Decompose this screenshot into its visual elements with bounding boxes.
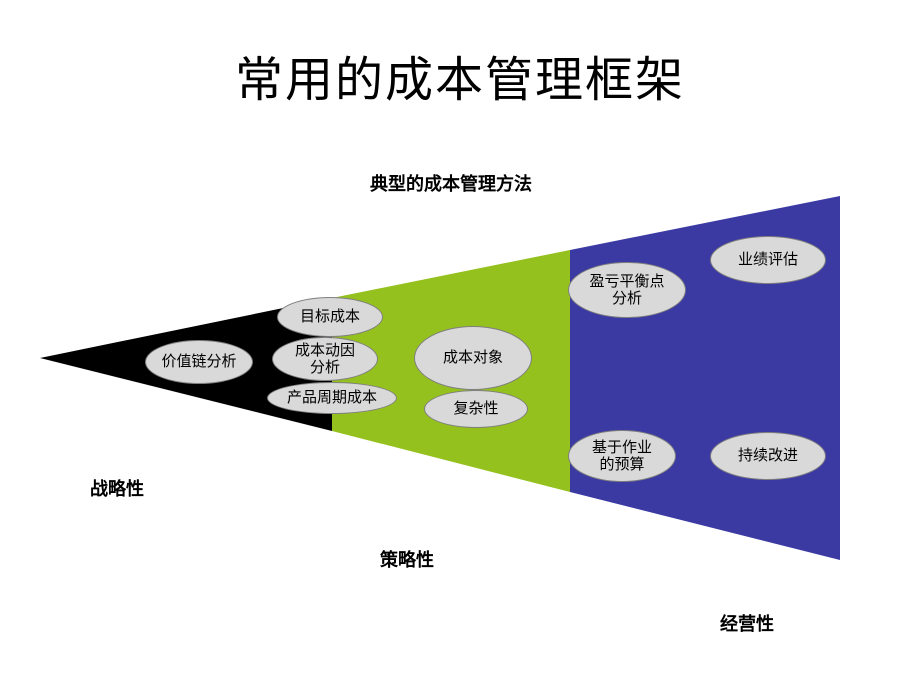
- bubble-4: 成本对象: [414, 326, 532, 390]
- bubble-7: 基于作业的预算: [568, 430, 676, 482]
- bubble-1: 目标成本: [277, 297, 383, 337]
- axis-label-0: 战略性: [90, 475, 144, 501]
- bubble-2: 成本动因分析: [272, 337, 378, 381]
- axis-label-1: 策略性: [380, 546, 434, 572]
- axis-label-2: 经营性: [720, 610, 774, 636]
- bubble-9: 持续改进: [710, 432, 826, 480]
- bubble-3: 产品周期成本: [267, 382, 397, 414]
- bubble-6: 盈亏平衡点分析: [568, 262, 686, 318]
- bubble-5: 复杂性: [424, 390, 528, 428]
- bubble-0: 价值链分析: [145, 340, 253, 384]
- bubble-8: 业绩评估: [710, 236, 826, 284]
